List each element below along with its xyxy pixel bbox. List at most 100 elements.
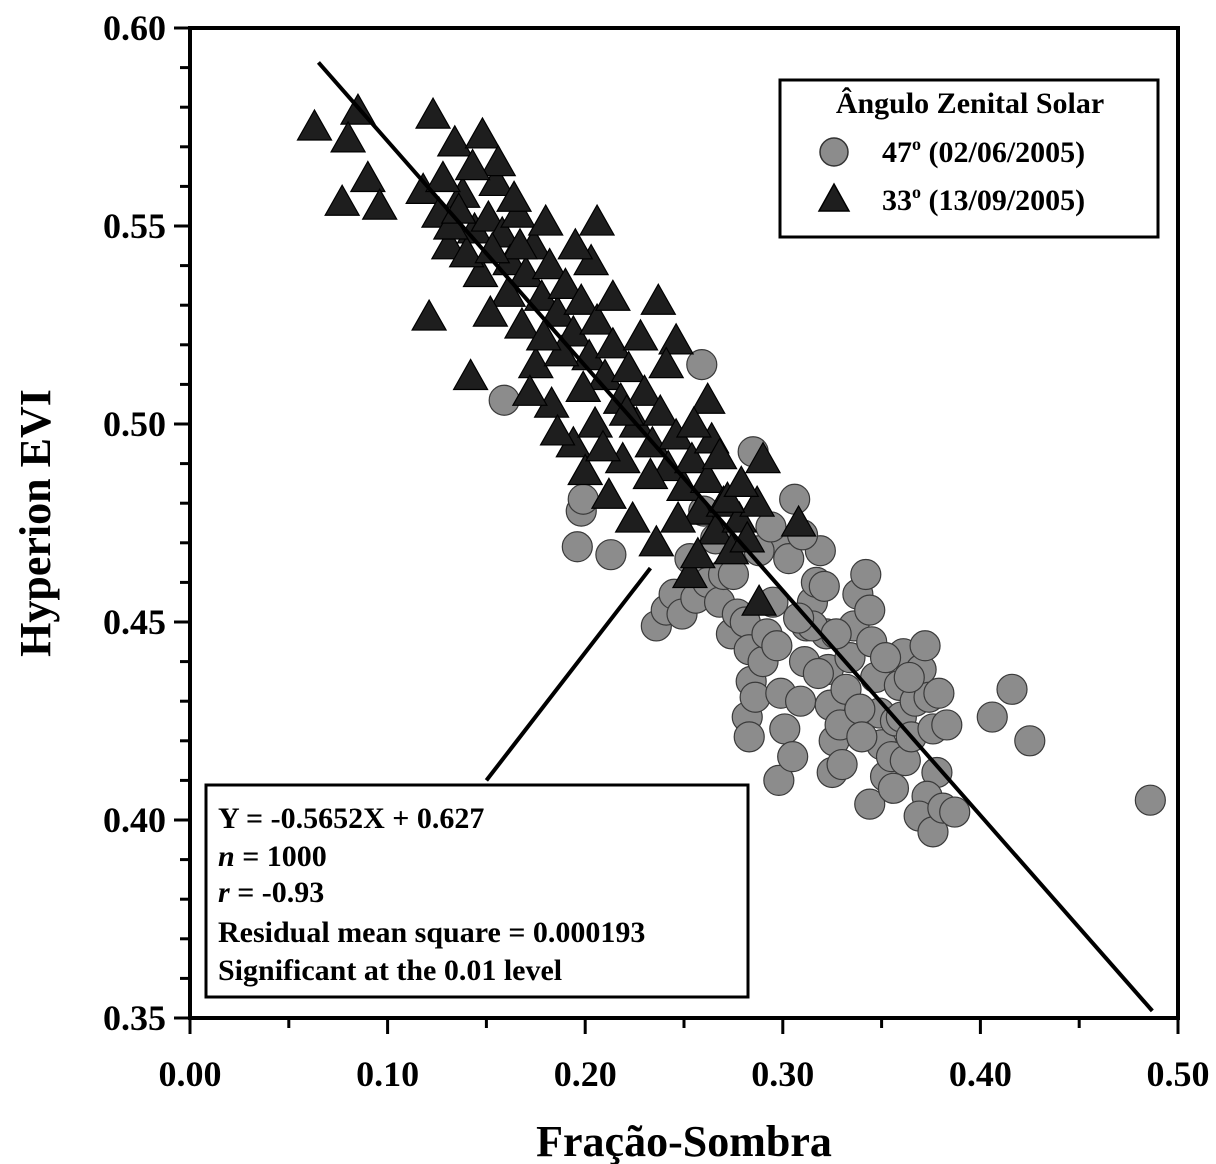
stats-line-rms: Residual mean square = 0.000193 — [218, 916, 645, 949]
stats-n-value: = 1000 — [235, 840, 327, 873]
triangle-point — [701, 437, 738, 470]
legend: Ângulo Zenital Solar 47o (02/06/2005) 33… — [778, 78, 1160, 239]
x-tick-label: 0.50 — [1147, 1054, 1210, 1094]
x-tick-label: 0.30 — [751, 1054, 814, 1094]
stats-box — [204, 783, 750, 999]
triangle-point — [590, 477, 627, 509]
triangle-point — [470, 199, 507, 232]
triangle-point — [673, 441, 710, 474]
labels-layer: 0.00 0.10 0.20 0.30 0.40 0.50 0.35 0.40 0.45 0.50… — [103, 8, 1210, 1094]
triangle-point — [547, 267, 584, 299]
y-tick-label: 0.60 — [103, 8, 166, 48]
triangle-point — [503, 306, 540, 339]
legend-triangle-marker — [817, 182, 851, 212]
circle-point — [996, 673, 1028, 705]
circle-point — [777, 741, 809, 773]
triangle-point — [675, 405, 712, 438]
circle-point — [595, 539, 627, 571]
legend-entry-1-value: 47 — [882, 136, 912, 169]
triangle-point — [671, 556, 708, 589]
triangle-point — [594, 279, 631, 311]
triangle-point — [525, 318, 562, 351]
circle-point — [854, 788, 886, 820]
triangle-point — [452, 358, 489, 391]
triangle-point — [499, 195, 537, 228]
y-axis-title: Hyperion EVI — [11, 389, 60, 657]
stats-line-n: n = 1000 — [218, 840, 327, 873]
triangle-point — [490, 275, 527, 307]
triangle-point — [594, 326, 631, 359]
x-tick-label: 0.20 — [554, 1054, 617, 1094]
circle-point — [1134, 784, 1166, 816]
triangle-point — [689, 382, 726, 414]
triangle-point — [610, 350, 647, 383]
triangle-point — [511, 374, 548, 406]
triangle-point — [527, 203, 564, 236]
triangle-point — [349, 160, 386, 193]
triangle-point — [517, 346, 554, 379]
triangle-point — [642, 393, 679, 426]
legend-entry-2: 33o (13/09/2005) — [882, 182, 1085, 217]
stats-r-value: = -0.93 — [230, 876, 325, 909]
triangle-point — [454, 148, 491, 181]
legend-circle-marker — [819, 137, 849, 167]
triangle-point — [658, 322, 695, 355]
circle-point — [733, 721, 765, 753]
circle-point — [820, 618, 852, 650]
triangle-point — [424, 160, 461, 193]
stats-r-symbol: r — [218, 876, 230, 909]
triangle-point — [579, 302, 616, 335]
circle-point — [844, 693, 876, 725]
triangle-point — [557, 227, 594, 260]
triangle-point — [496, 180, 533, 212]
circle-point — [846, 721, 878, 753]
legend-entry-1-date: (02/06/2005) — [921, 136, 1085, 169]
x-tick-label: 0.00 — [159, 1054, 222, 1094]
circle-point — [931, 709, 963, 741]
triangle-point — [415, 96, 452, 129]
y-tick-label: 0.40 — [103, 800, 166, 840]
triangle-point — [472, 294, 509, 327]
circle-point — [739, 681, 771, 713]
circle-point — [761, 630, 793, 662]
triangle-point — [462, 255, 499, 288]
legend-entry-2-date: (13/09/2005) — [921, 184, 1085, 217]
circle-point — [784, 685, 817, 717]
points-layer — [296, 92, 1166, 848]
circle-point — [976, 701, 1008, 733]
circle-point — [561, 531, 593, 563]
circle-point — [773, 543, 805, 575]
ticks-layer — [174, 26, 1180, 1034]
triangle-point — [741, 583, 778, 616]
circle-point — [1014, 725, 1046, 757]
triangle-point — [689, 461, 726, 494]
legend-title: Ângulo Zenital Solar — [836, 87, 1104, 120]
triangle-point — [709, 481, 746, 513]
stats-line-equation: Y = -0.5652X + 0.627 — [218, 802, 484, 835]
triangle-point — [464, 116, 501, 149]
circle-point — [808, 570, 840, 602]
triangle-point — [436, 124, 473, 157]
circle-point — [834, 642, 866, 674]
triangle-point — [745, 441, 782, 474]
triangle-point — [411, 298, 448, 331]
triangle-point — [361, 187, 398, 220]
stats-line-significance: Significant at the 0.01 level — [218, 954, 562, 987]
triangle-point — [573, 243, 610, 276]
triangle-point — [478, 164, 515, 197]
triangle-point — [296, 108, 333, 141]
circle-point — [826, 748, 858, 781]
line-layer — [316, 61, 1154, 1013]
triangle-point — [632, 457, 669, 490]
triangle-point — [480, 144, 517, 177]
circle-point — [769, 713, 801, 745]
y-tick-label: 0.45 — [103, 602, 166, 642]
circle-point — [802, 657, 834, 690]
annotation-pointer-line — [484, 566, 652, 782]
triangle-point — [577, 405, 614, 438]
circle-point — [909, 630, 941, 662]
stats-n-symbol: n — [218, 840, 235, 873]
regression-line — [316, 61, 1154, 1013]
triangle-point — [579, 203, 616, 236]
